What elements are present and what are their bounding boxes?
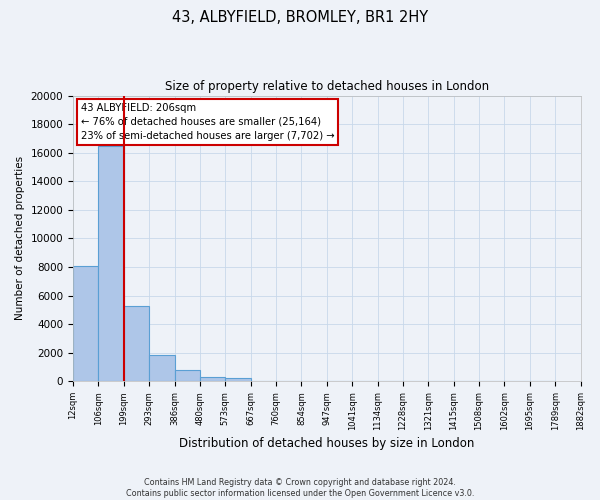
Bar <box>73 266 98 381</box>
Title: Size of property relative to detached houses in London: Size of property relative to detached ho… <box>165 80 489 93</box>
Bar <box>225 378 251 381</box>
Text: Contains HM Land Registry data © Crown copyright and database right 2024.
Contai: Contains HM Land Registry data © Crown c… <box>126 478 474 498</box>
Bar <box>149 356 175 381</box>
Y-axis label: Number of detached properties: Number of detached properties <box>15 156 25 320</box>
Bar <box>98 146 124 381</box>
Bar <box>175 370 200 381</box>
Text: 43 ALBYFIELD: 206sqm
← 76% of detached houses are smaller (25,164)
23% of semi-d: 43 ALBYFIELD: 206sqm ← 76% of detached h… <box>80 102 334 141</box>
X-axis label: Distribution of detached houses by size in London: Distribution of detached houses by size … <box>179 437 475 450</box>
Bar <box>200 377 225 381</box>
Text: 43, ALBYFIELD, BROMLEY, BR1 2HY: 43, ALBYFIELD, BROMLEY, BR1 2HY <box>172 10 428 25</box>
Bar <box>124 306 149 381</box>
